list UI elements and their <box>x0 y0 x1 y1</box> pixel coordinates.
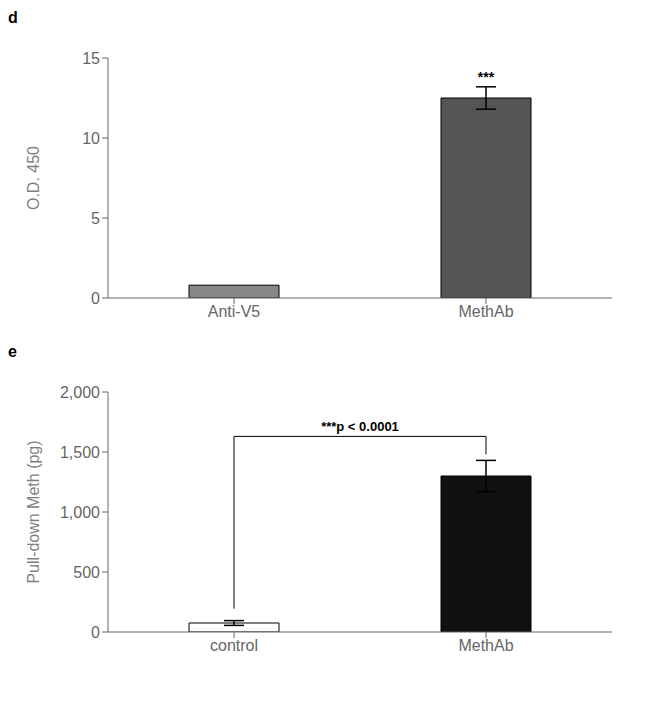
svg-text:5: 5 <box>91 210 100 227</box>
svg-text:2,000: 2,000 <box>60 384 100 401</box>
svg-text:1,000: 1,000 <box>60 504 100 521</box>
svg-text:15: 15 <box>82 50 100 67</box>
svg-text:Anti-V5: Anti-V5 <box>208 303 261 320</box>
svg-text:500: 500 <box>73 564 100 581</box>
svg-text:1,500: 1,500 <box>60 444 100 461</box>
html-text:e: e <box>8 343 17 360</box>
html-text:d: d <box>8 9 18 26</box>
svg-text:O.D. 450: O.D. 450 <box>25 146 42 210</box>
svg-text:***: *** <box>478 69 495 85</box>
svg-text:control: control <box>210 637 258 654</box>
svg-text:MethAb: MethAb <box>458 637 513 654</box>
svg-text:0: 0 <box>91 290 100 307</box>
svg-text:MethAb: MethAb <box>458 303 513 320</box>
svg-text:***p < 0.0001: ***p < 0.0001 <box>321 419 399 434</box>
svg-text:0: 0 <box>91 624 100 641</box>
svg-text:Pull-down Meth (pg): Pull-down Meth (pg) <box>25 440 42 583</box>
svg-text:10: 10 <box>82 130 100 147</box>
